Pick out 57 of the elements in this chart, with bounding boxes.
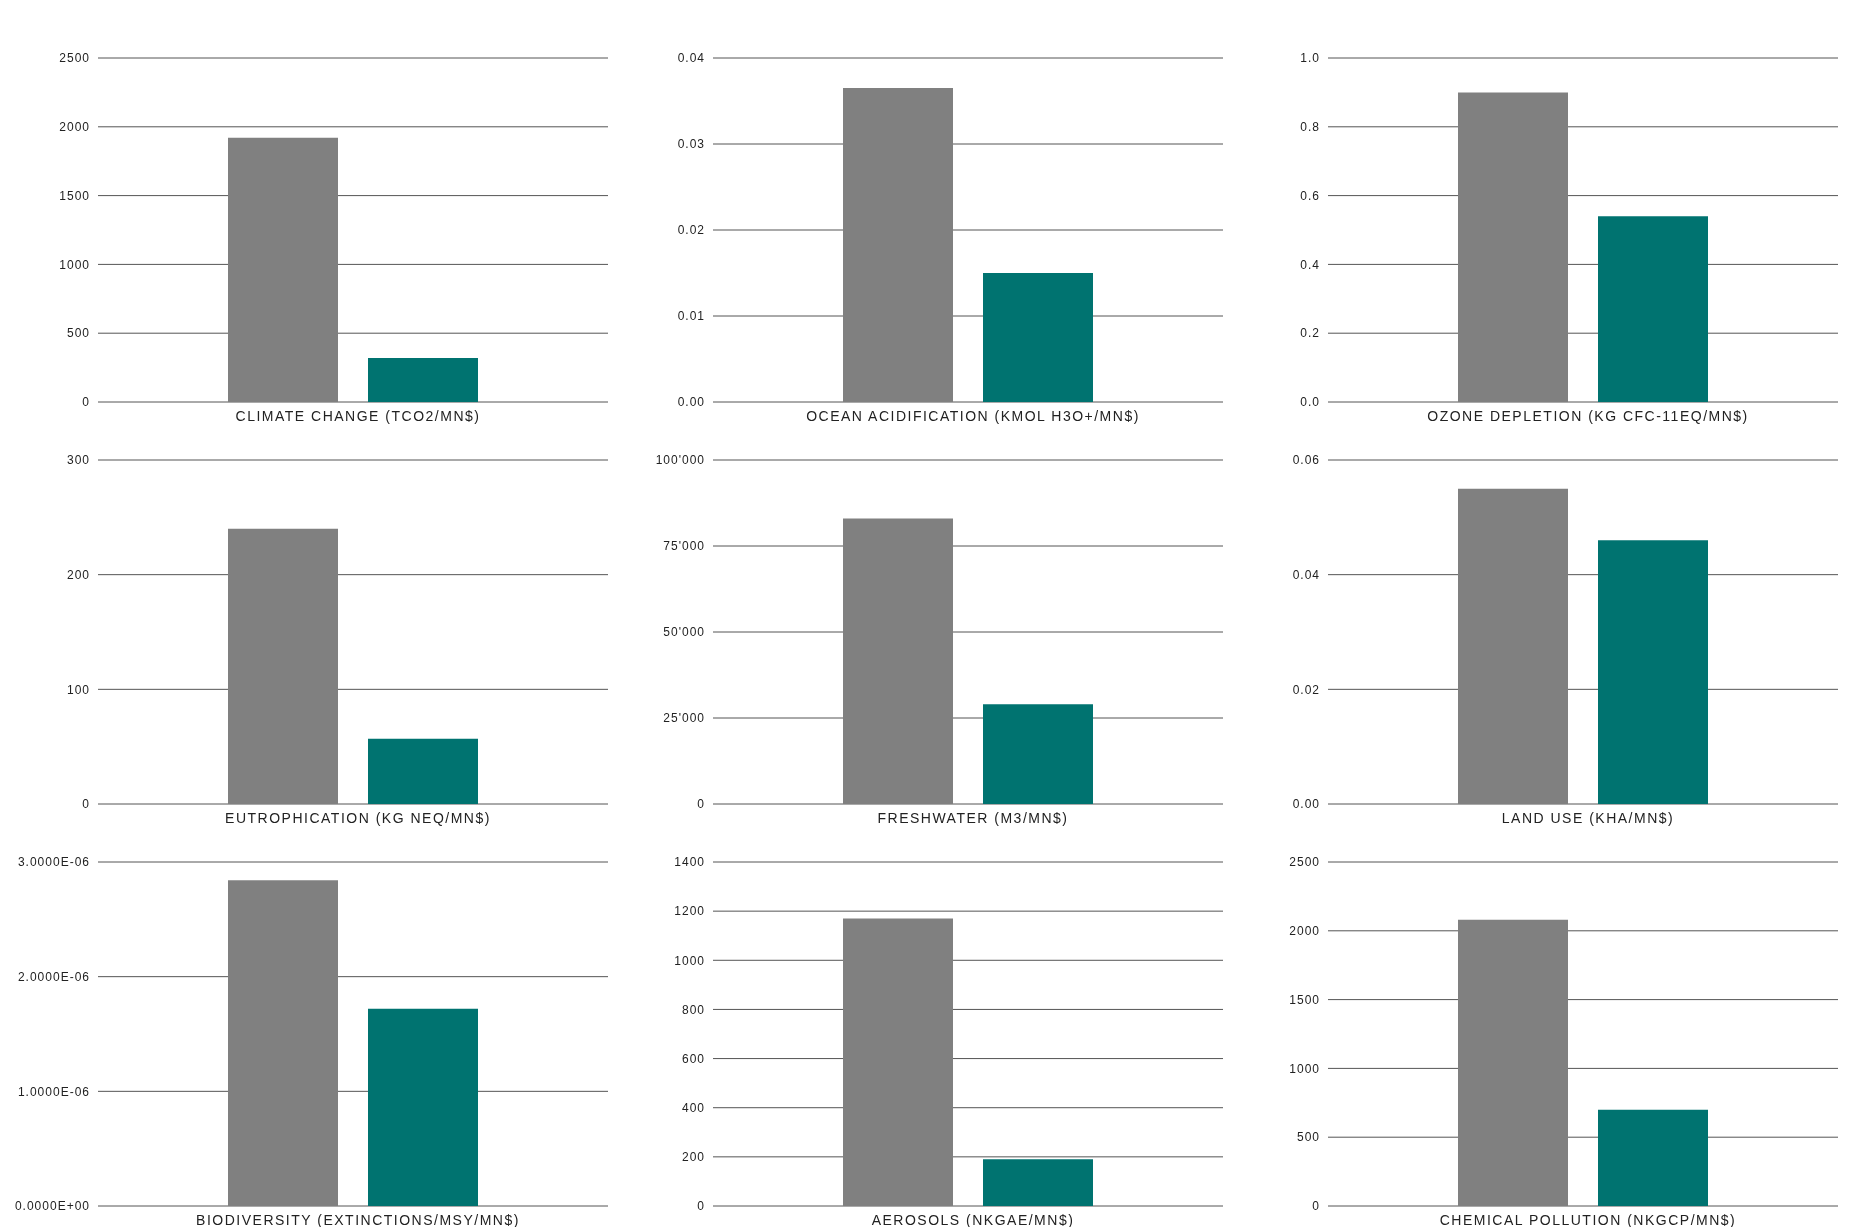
x-axis-title: LAND USE (KHA/MN$): [1500, 810, 1676, 826]
y-tick-label: 0.02: [1292, 682, 1320, 697]
y-tick-label: 0.8: [1300, 120, 1320, 135]
x-axis-title: EUTROPHICATION (KG NEQ/MN$): [224, 810, 492, 826]
y-tick-label: 3.0000E-06: [17, 855, 90, 870]
y-tick-label: 1000: [59, 257, 90, 272]
y-tick-label: 1400: [674, 855, 705, 870]
y-tick-label: 0: [697, 1199, 705, 1214]
y-tick-label: 0.0000E+00: [14, 1199, 90, 1214]
x-axis-title: CLIMATE CHANGE (TCO2/MN$): [234, 408, 482, 424]
y-tick-label: 0: [82, 395, 90, 410]
y-tick-label: 0.0: [1300, 395, 1320, 410]
y-tick-label: 0.01: [677, 309, 705, 324]
y-tick-label: 800: [681, 1002, 705, 1017]
x-axis-title: FRESHWATER (M3/MN$): [876, 810, 1070, 826]
y-tick-label: 0.04: [1292, 567, 1320, 582]
y-tick-label: 2500: [1289, 855, 1320, 870]
x-axis-title: AEROSOLS (NKGAE/MN$): [870, 1212, 1076, 1227]
y-tick-label: 75'000: [663, 539, 705, 554]
y-tick-label: 500: [1296, 1130, 1320, 1145]
y-tick-label: 0.4: [1300, 257, 1320, 272]
y-tick-label: 0.2: [1300, 326, 1320, 341]
y-tick-label: 2.0000E-06: [17, 969, 90, 984]
y-tick-label: 0.6: [1300, 188, 1320, 203]
x-axis-title: OCEAN ACIDIFICATION (KMOL H3O+/MN$): [805, 408, 1141, 424]
y-tick-label: 300: [66, 453, 90, 468]
y-tick-label: 2000: [59, 120, 90, 135]
y-tick-label: 1000: [1289, 1061, 1320, 1076]
y-tick-label: 0.02: [677, 223, 705, 238]
y-tick-label: 0: [1312, 1199, 1320, 1214]
x-axis-title: BIODIVERSITY (EXTINCTIONS/MSY/MN$): [195, 1212, 521, 1227]
y-tick-label: 200: [681, 1150, 705, 1165]
y-tick-label: 0: [82, 797, 90, 812]
y-tick-label: 0.00: [1292, 797, 1320, 812]
y-tick-label: 1.0: [1300, 51, 1320, 66]
y-tick-label: 100: [66, 682, 90, 697]
y-tick-label: 0.04: [677, 51, 705, 66]
y-tick-label: 1000: [674, 953, 705, 968]
y-tick-label: 0.06: [1292, 453, 1320, 468]
x-axis-title: CHEMICAL POLLUTION (NKGCP/MN$): [1438, 1212, 1738, 1227]
y-tick-label: 600: [681, 1051, 705, 1066]
y-tick-label: 1200: [674, 904, 705, 919]
x-axis-title: OZONE DEPLETION (KG CFC-11EQ/MN$): [1426, 408, 1750, 424]
y-tick-label: 100'000: [655, 453, 705, 468]
y-tick-label: 400: [681, 1100, 705, 1115]
y-tick-label: 200: [66, 567, 90, 582]
y-tick-label: 0: [697, 797, 705, 812]
y-tick-label: 1.0000E-06: [17, 1084, 90, 1099]
y-tick-label: 1500: [1289, 992, 1320, 1007]
y-tick-label: 500: [66, 326, 90, 341]
y-tick-label: 2500: [59, 51, 90, 66]
y-tick-label: 0.03: [677, 137, 705, 152]
y-tick-label: 0.00: [677, 395, 705, 410]
y-tick-label: 50'000: [663, 625, 705, 640]
y-tick-label: 25'000: [663, 711, 705, 726]
y-tick-label: 1500: [59, 188, 90, 203]
y-tick-label: 2000: [1289, 924, 1320, 939]
